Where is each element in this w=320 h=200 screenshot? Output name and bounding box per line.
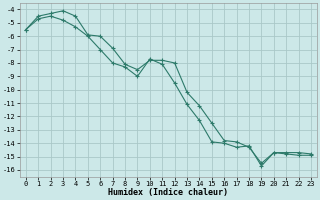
- X-axis label: Humidex (Indice chaleur): Humidex (Indice chaleur): [108, 188, 228, 197]
